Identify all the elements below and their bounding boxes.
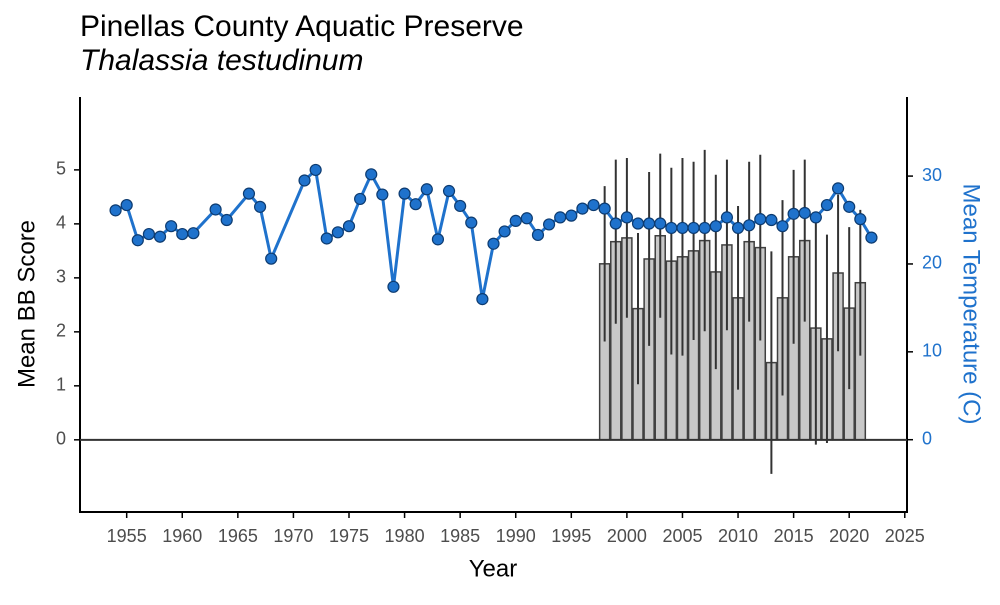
temperature-point	[787, 207, 800, 220]
x-tick-label: 1985	[440, 526, 480, 546]
temperature-point	[509, 214, 522, 227]
temperature-point	[431, 233, 445, 246]
temperature-point	[687, 221, 700, 235]
x-tick-label: 1960	[162, 526, 202, 546]
temperature-point	[220, 213, 233, 227]
temperature-point	[487, 237, 500, 250]
temperature-point	[242, 187, 256, 200]
temperature-point	[309, 163, 322, 177]
temperature-point	[554, 211, 567, 224]
x-tick-label: 2010	[718, 526, 758, 546]
temperature-point	[598, 202, 611, 215]
temperature-point	[442, 184, 456, 198]
y2-tick-label: 10	[922, 341, 942, 361]
temperature-point	[809, 211, 822, 224]
temperature-point	[209, 203, 222, 216]
temperature-point	[265, 252, 278, 265]
x-tick-label: 1970	[273, 526, 313, 546]
temperature-point	[320, 232, 333, 245]
temperature-point	[720, 211, 734, 224]
x-tick-label: 2000	[607, 526, 647, 546]
y-axis-title: Mean BB Score	[13, 220, 40, 388]
temperature-point	[698, 221, 711, 235]
x-tick-label: 1965	[218, 526, 258, 546]
y-tick-label: 5	[56, 159, 66, 179]
temperature-point	[109, 204, 122, 217]
temperature-point	[187, 227, 200, 240]
x-tick-label: 2025	[885, 526, 925, 546]
temperature-point	[165, 220, 178, 233]
temperature-point	[576, 202, 589, 215]
temperature-point	[176, 227, 189, 241]
temperature-point	[398, 187, 411, 200]
temperature-point	[798, 206, 811, 220]
temperature-point	[620, 211, 633, 224]
temperature-point	[776, 220, 789, 233]
temperature-point	[654, 217, 667, 230]
x-tick-label: 2020	[829, 526, 869, 546]
temperature-point	[420, 183, 433, 196]
temperature-point	[142, 227, 156, 241]
temperature-point	[542, 218, 556, 231]
temperature-point	[609, 217, 622, 230]
temperature-point	[843, 200, 856, 213]
temperature-point	[476, 293, 489, 306]
x-tick-label: 2015	[774, 526, 814, 546]
temperature-point	[709, 220, 722, 233]
y-tick-label: 3	[56, 267, 66, 287]
chart-subtitle: Thalassia testudinum	[80, 44, 363, 77]
temperature-point	[498, 225, 511, 238]
temperature-point	[831, 182, 845, 195]
y-tick-label: 4	[56, 213, 66, 233]
temperature-point	[153, 230, 167, 243]
temperature-point	[409, 198, 422, 211]
temperature-point	[298, 174, 311, 187]
temperature-point	[643, 217, 656, 230]
chart-title: Pinellas County Aquatic Preserve	[80, 10, 524, 43]
temperature-point	[665, 221, 678, 235]
x-tick-label: 2005	[662, 526, 702, 546]
y2-tick-label: 0	[922, 428, 932, 448]
temperature-point	[354, 192, 367, 206]
x-tick-label: 1955	[107, 526, 147, 546]
y2-axis-title: Mean Temperature (C)	[958, 184, 985, 425]
temperature-point	[531, 228, 545, 242]
temperature-point	[365, 168, 378, 181]
temperature-point	[676, 221, 689, 235]
temperature-point	[854, 213, 867, 226]
y-tick-label: 1	[56, 375, 66, 395]
x-tick-label: 1980	[385, 526, 425, 546]
y-tick-label: 2	[56, 321, 66, 341]
temperature-point	[865, 231, 878, 244]
temperature-point	[342, 220, 356, 233]
temperature-point	[731, 221, 745, 235]
temperature-point	[253, 200, 267, 213]
y-tick-label: 0	[56, 429, 66, 449]
temperature-point	[765, 213, 778, 227]
temperature-point	[565, 209, 578, 222]
temperature-point	[454, 199, 467, 213]
temperature-point	[743, 219, 756, 232]
x-tick-label: 1990	[496, 526, 536, 546]
temperature-point	[331, 226, 344, 239]
temperature-point	[131, 234, 144, 247]
temperature-point	[520, 212, 533, 225]
y2-tick-label: 30	[922, 165, 942, 185]
x-tick-label: 1995	[551, 526, 591, 546]
temperature-point	[820, 198, 834, 212]
temperature-point	[587, 198, 600, 212]
y2-tick-label: 20	[922, 253, 942, 273]
temperature-point	[376, 188, 389, 201]
temperature-point	[387, 280, 400, 293]
x-tick-label: 1975	[329, 526, 369, 546]
x-axis-title: Year	[469, 555, 518, 582]
temperature-point	[754, 213, 767, 226]
temperature-point	[631, 217, 645, 230]
temperature-point	[120, 198, 133, 212]
temperature-point	[465, 216, 478, 229]
